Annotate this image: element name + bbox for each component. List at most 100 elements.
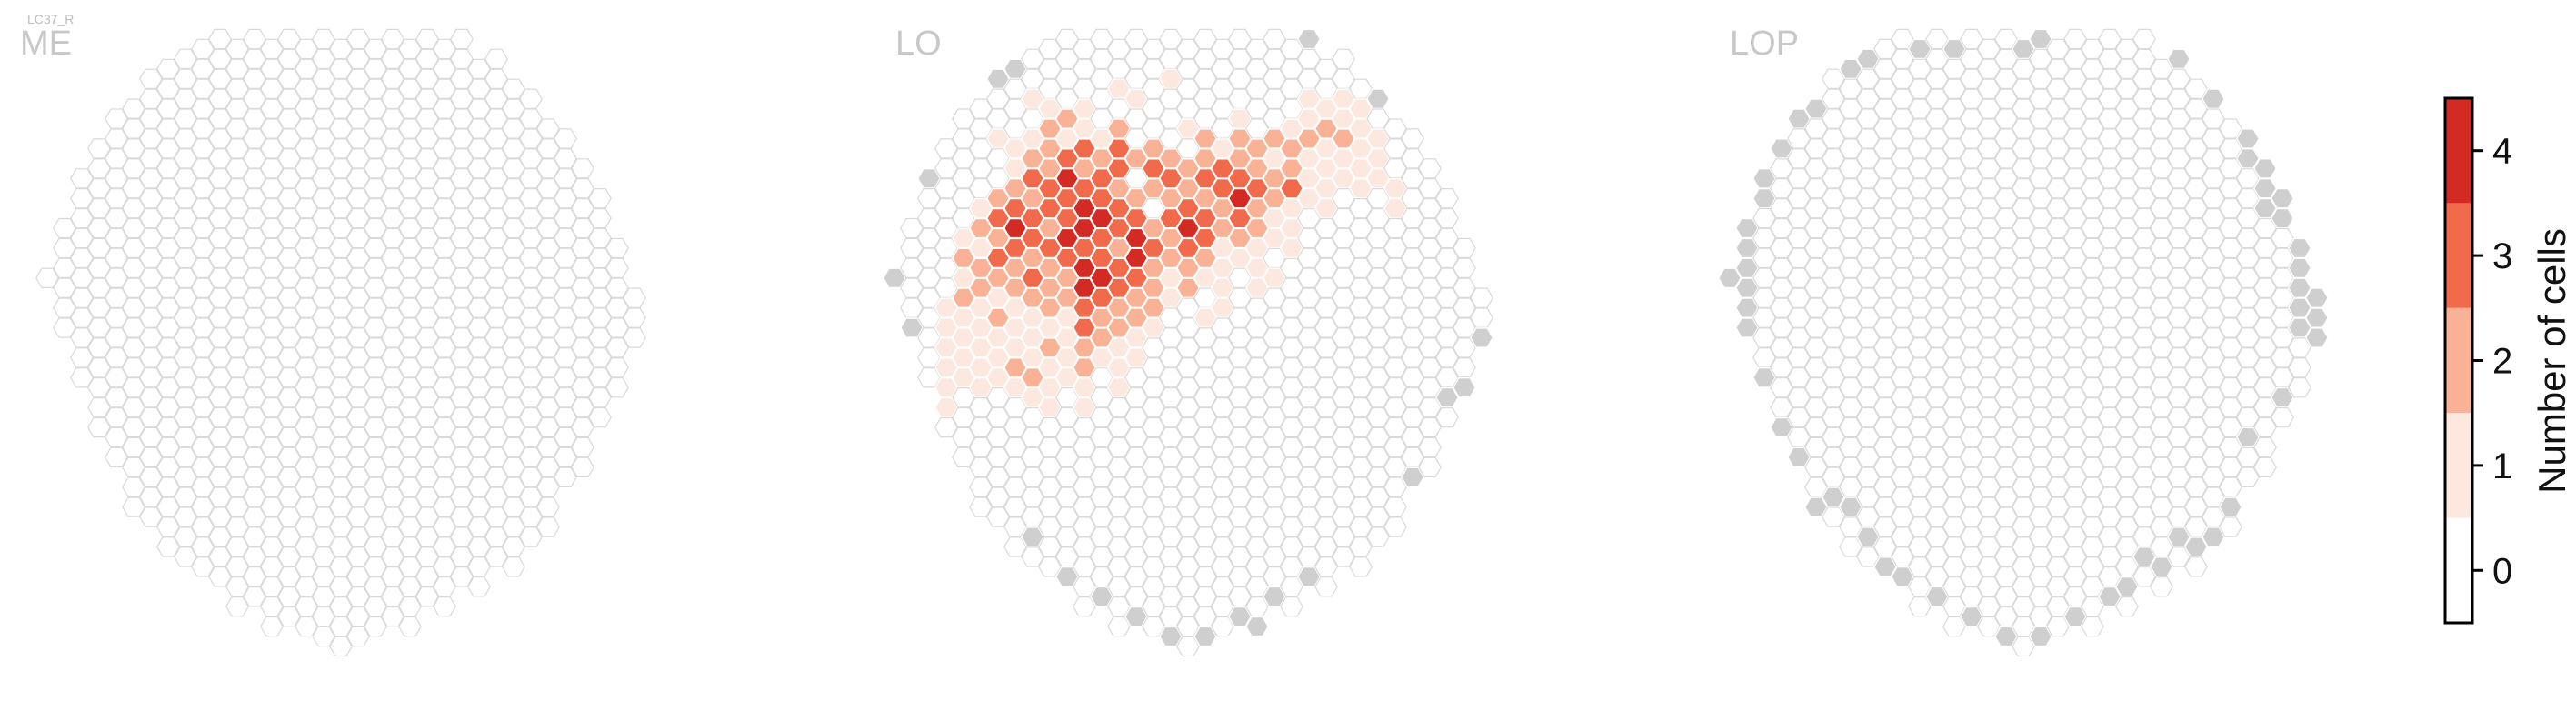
hex-cell	[1228, 466, 1252, 488]
hex-cell	[1822, 347, 1845, 368]
hex-cell	[2253, 337, 2277, 358]
hex-cell	[2236, 307, 2260, 328]
hex-cell	[1349, 337, 1373, 358]
hex-cell	[1993, 626, 2019, 647]
hex-cell	[70, 267, 94, 288]
hex-cell	[1211, 78, 1234, 99]
hex-cell	[1313, 177, 1339, 199]
hex-cell	[554, 188, 577, 209]
hex-cell	[433, 337, 456, 358]
hex-cell	[1193, 88, 1217, 109]
hex-cell	[1770, 277, 1793, 298]
hex-cell	[329, 616, 353, 637]
hex-cell	[2012, 516, 2035, 537]
hex-cell	[398, 616, 422, 637]
hex-cell	[1469, 327, 1494, 348]
hex-cell	[2098, 327, 2122, 348]
hex-cell	[174, 188, 197, 209]
hex-cell	[1925, 247, 1949, 269]
hex-cell	[295, 496, 318, 517]
hex-cell	[2063, 188, 2087, 209]
hex-cell	[623, 287, 646, 308]
hex-cell	[1839, 337, 1862, 358]
hex-cell	[1159, 506, 1183, 527]
hex-cell	[1822, 227, 1845, 249]
hex-cell	[2219, 397, 2242, 418]
hex-cell	[87, 397, 111, 418]
hex-cell	[243, 148, 266, 169]
hex-cell	[1089, 347, 1114, 368]
hex-cell	[588, 247, 612, 269]
hex-cell	[1366, 347, 1390, 368]
hex-cell	[295, 397, 318, 418]
hex-cell	[381, 108, 404, 129]
hex-cell	[433, 158, 456, 179]
hex-cell	[381, 387, 404, 408]
hex-cell	[1073, 596, 1096, 617]
hex-cell	[1418, 178, 1442, 199]
hex-cell	[174, 546, 197, 567]
hex-cell	[398, 58, 422, 80]
hex-cell	[1037, 177, 1063, 199]
hex-cell	[1228, 526, 1252, 547]
hex-cell	[105, 247, 128, 269]
hex-cell	[1124, 566, 1148, 587]
hex-cell	[519, 486, 543, 507]
hex-cell	[1804, 436, 1828, 458]
hex-cell	[1090, 506, 1113, 527]
hex-cell	[2046, 158, 2070, 179]
hex-cell	[1925, 168, 1949, 189]
hex-cell	[312, 207, 335, 229]
hex-cell	[1908, 98, 1932, 119]
hex-cell	[260, 98, 284, 119]
hex-cell	[571, 257, 594, 278]
hex-cell	[1804, 118, 1828, 139]
hex-cell	[605, 337, 629, 358]
hex-cell	[1228, 367, 1252, 388]
hex-cell	[1925, 367, 1949, 388]
hex-cell	[2202, 327, 2225, 348]
hex-cell	[1908, 476, 1932, 497]
colorbar-bin	[2445, 517, 2472, 623]
hex-cell	[191, 138, 215, 159]
hex-cell	[260, 158, 284, 179]
hex-cell	[2253, 277, 2277, 298]
hex-cell	[969, 158, 993, 179]
hex-cell	[2235, 148, 2261, 169]
hex-cell	[519, 88, 543, 109]
hex-cell	[1263, 526, 1286, 547]
hex-cell	[1123, 347, 1149, 368]
hex-cell	[1942, 556, 1966, 577]
hex-cell	[1262, 227, 1287, 249]
hex-cell	[2149, 556, 2174, 577]
hex-cell	[225, 476, 249, 497]
hex-cell	[2202, 387, 2225, 408]
hex-cell	[1960, 247, 1983, 269]
hex-cell	[2150, 297, 2173, 318]
hex-cell	[1787, 387, 1811, 408]
hex-cell	[415, 367, 439, 388]
hex-cell	[1175, 277, 1201, 298]
hex-cell	[208, 327, 232, 348]
hex-cell	[1839, 377, 1862, 398]
hex-cell	[2253, 456, 2277, 478]
hex-cell	[2219, 178, 2242, 199]
hex-cell	[1123, 148, 1149, 169]
hex-cell	[2202, 227, 2225, 249]
hex-cell	[105, 188, 128, 209]
hex-cell	[2115, 297, 2139, 318]
hex-cell	[986, 406, 1010, 428]
hex-cell	[381, 347, 404, 368]
hex-cell	[1297, 347, 1321, 368]
hex-cell	[2167, 287, 2191, 308]
hex-cell	[1314, 416, 1338, 438]
hex-cell	[415, 247, 439, 269]
hex-cell	[519, 148, 543, 169]
hex-cell	[1752, 307, 1776, 328]
hex-cell	[1960, 347, 1983, 368]
hex-cell	[1211, 476, 1234, 497]
hex-cell	[1453, 337, 1476, 358]
hex-cell	[2012, 297, 2035, 318]
hex-cell	[467, 556, 491, 577]
hex-cell	[1280, 416, 1303, 438]
